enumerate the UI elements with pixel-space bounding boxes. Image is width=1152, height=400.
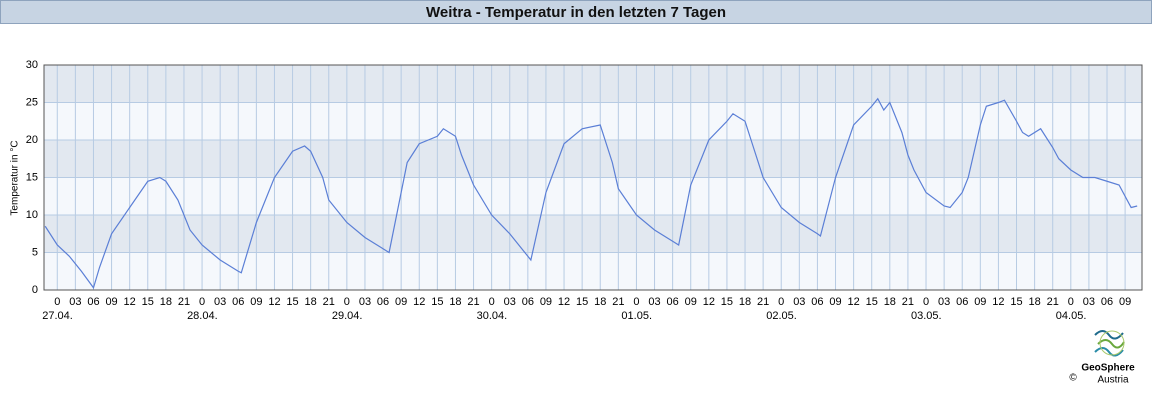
x-tick-label: 0 [489, 296, 495, 308]
copyright: © [1069, 373, 1077, 384]
y-tick-label: 10 [26, 209, 38, 221]
day-label: 27.04. [42, 310, 73, 322]
y-tick-label: 5 [32, 246, 38, 258]
x-tick-label: 12 [413, 296, 425, 308]
band [44, 65, 1142, 103]
x-tick-label: 18 [739, 296, 751, 308]
day-label: 30.04. [477, 310, 508, 322]
day-label: 03.05. [911, 310, 942, 322]
x-tick-label: 15 [431, 296, 443, 308]
x-tick-label: 03 [359, 296, 371, 308]
x-tick-label: 06 [667, 296, 679, 308]
x-tick-label: 0 [778, 296, 784, 308]
logo [1094, 330, 1125, 357]
x-tick-label: 03 [1083, 296, 1095, 308]
x-tick-label: 21 [1047, 296, 1059, 308]
day-label: 28.04. [187, 310, 218, 322]
band [44, 177, 1142, 215]
y-tick-label: 30 [26, 59, 38, 71]
x-tick-label: 18 [594, 296, 606, 308]
x-tick-label: 09 [540, 296, 552, 308]
x-tick-label: 09 [395, 296, 407, 308]
band [44, 102, 1142, 140]
x-tick-label: 21 [612, 296, 624, 308]
day-label: 29.04. [332, 310, 363, 322]
y-axis-label: Temperatur in °C [10, 140, 21, 215]
x-tick-label: 15 [721, 296, 733, 308]
country: Austria [1097, 375, 1129, 386]
x-tick-label: 15 [142, 296, 154, 308]
x-tick-label: 21 [323, 296, 335, 308]
x-tick-label: 15 [286, 296, 298, 308]
x-tick-label: 0 [199, 296, 205, 308]
x-tick-label: 06 [87, 296, 99, 308]
band [44, 252, 1142, 290]
data-line [44, 97, 1138, 290]
chart-title: Weitra - Temperatur in den letzten 7 Tag… [0, 0, 1152, 24]
x-tick-label: 18 [305, 296, 317, 308]
x-tick-label: 18 [449, 296, 461, 308]
day-label: 01.05. [621, 310, 652, 322]
y-tick-label: 25 [26, 96, 38, 108]
x-tick-label: 12 [558, 296, 570, 308]
day-label: 04.05. [1056, 310, 1087, 322]
brand: GeoSphere [1081, 363, 1135, 374]
x-tick-label: 12 [992, 296, 1004, 308]
x-tick-label: 15 [866, 296, 878, 308]
x-tick-label: 06 [956, 296, 968, 308]
x-tick-label: 18 [884, 296, 896, 308]
x-tick-label: 0 [633, 296, 639, 308]
x-tick-label: 15 [576, 296, 588, 308]
x-tick-label: 18 [160, 296, 172, 308]
x-tick-label: 15 [1010, 296, 1022, 308]
x-tick-label: 09 [105, 296, 117, 308]
x-tick-label: 09 [829, 296, 841, 308]
band [44, 215, 1142, 253]
x-tick-label: 0 [344, 296, 350, 308]
y-tick-label: 20 [26, 134, 38, 146]
x-tick-label: 06 [1101, 296, 1113, 308]
x-tick-label: 0 [923, 296, 929, 308]
x-tick-label: 06 [811, 296, 823, 308]
x-tick-label: 0 [1068, 296, 1074, 308]
band [44, 140, 1142, 178]
y-tick-label: 15 [26, 171, 38, 183]
x-tick-label: 03 [69, 296, 81, 308]
x-tick-label: 09 [974, 296, 986, 308]
plot-frame [43, 64, 1143, 291]
x-tick-label: 12 [703, 296, 715, 308]
x-tick-label: 09 [250, 296, 262, 308]
y-tick-label: 0 [32, 284, 38, 296]
x-tick-label: 18 [1028, 296, 1040, 308]
x-tick-label: 21 [178, 296, 190, 308]
x-tick-label: 12 [847, 296, 859, 308]
x-tick-label: 21 [467, 296, 479, 308]
x-tick-label: 0 [54, 296, 60, 308]
x-tick-label: 21 [757, 296, 769, 308]
x-tick-label: 03 [648, 296, 660, 308]
x-tick-label: 06 [232, 296, 244, 308]
x-tick-label: 06 [522, 296, 534, 308]
x-tick-label: 03 [214, 296, 226, 308]
x-tick-label: 12 [124, 296, 136, 308]
day-label: 02.05. [766, 310, 797, 322]
x-tick-label: 03 [504, 296, 516, 308]
x-tick-label: 09 [685, 296, 697, 308]
x-tick-label: 21 [902, 296, 914, 308]
x-tick-label: 12 [268, 296, 280, 308]
x-tick-label: 09 [1119, 296, 1131, 308]
x-tick-label: 03 [938, 296, 950, 308]
x-tick-label: 03 [793, 296, 805, 308]
x-tick-label: 06 [377, 296, 389, 308]
